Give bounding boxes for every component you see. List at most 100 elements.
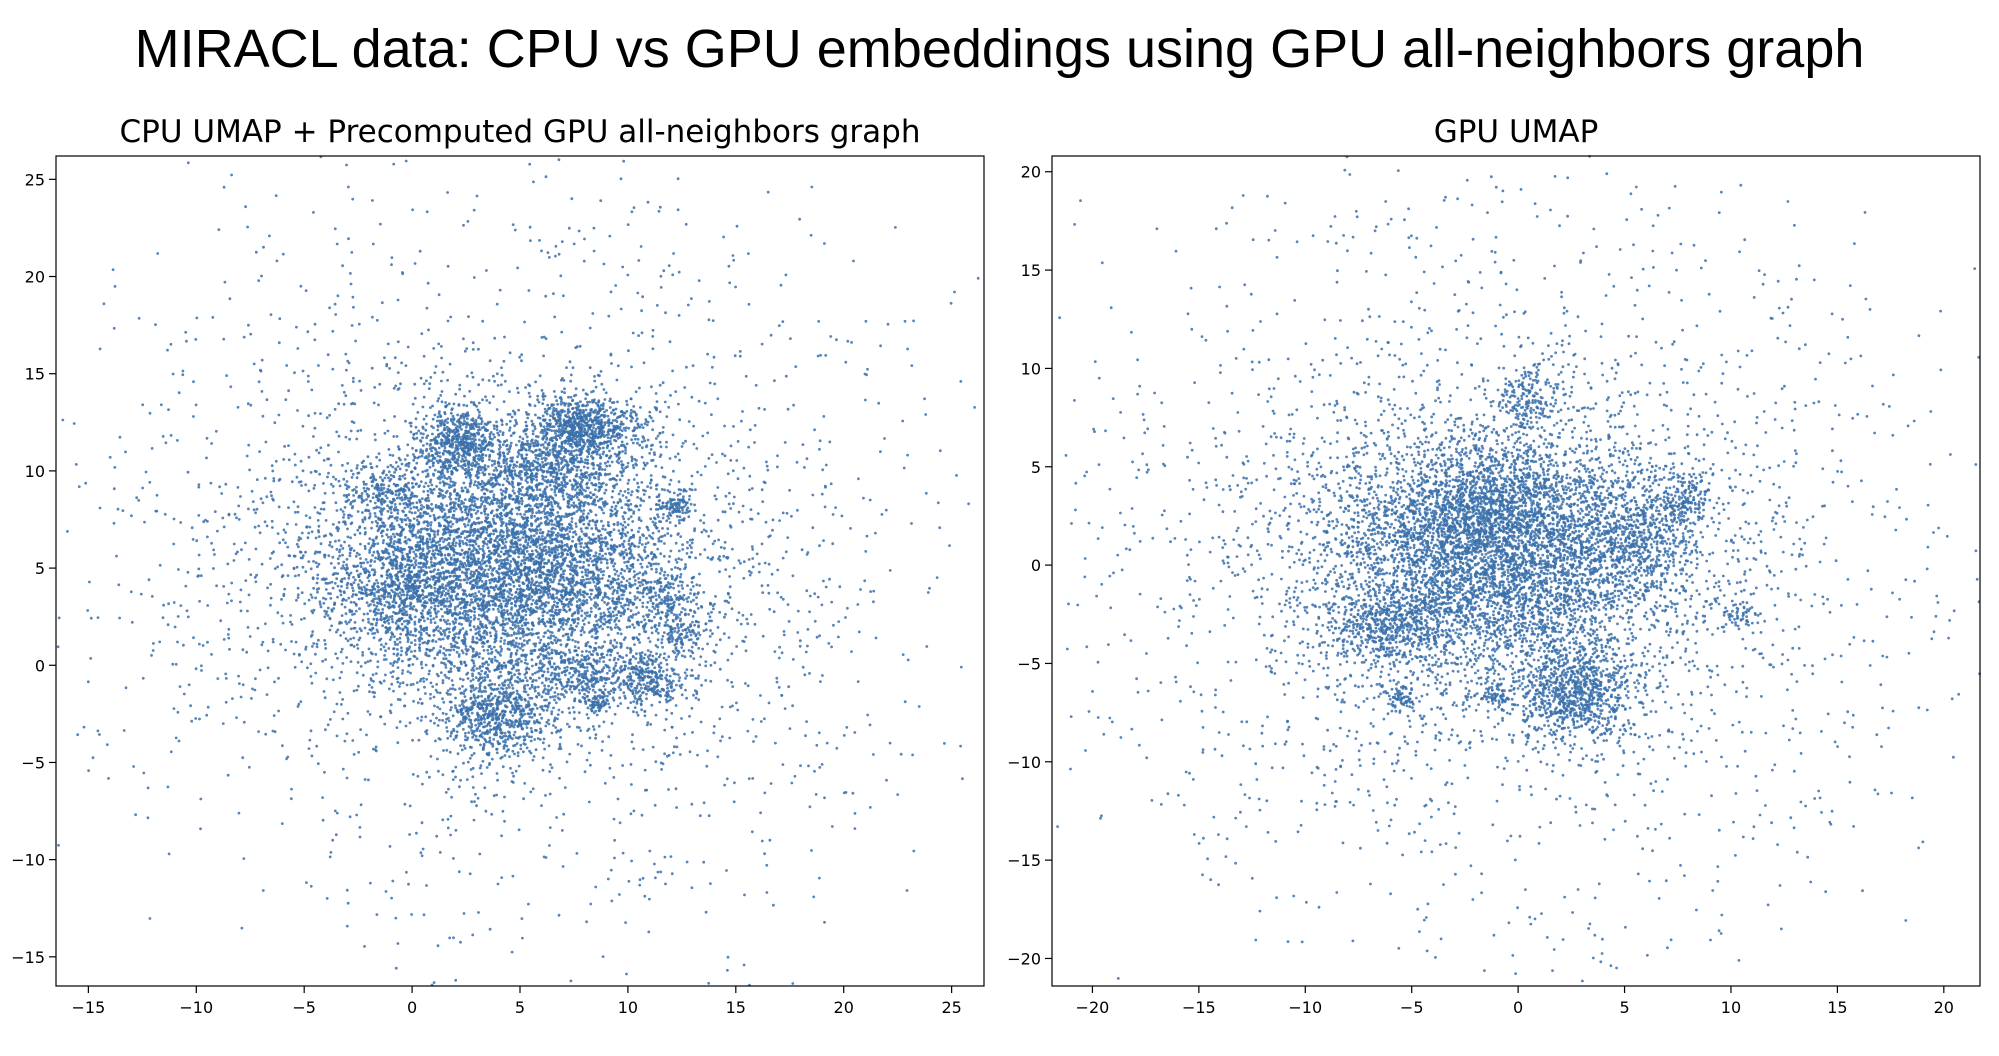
data-point	[760, 488, 764, 492]
data-point	[647, 636, 650, 640]
data-point	[529, 586, 532, 589]
data-point	[554, 395, 557, 399]
data-point	[432, 617, 436, 620]
data-point	[630, 616, 634, 619]
data-point	[467, 555, 471, 559]
data-point	[276, 611, 280, 615]
data-point	[241, 648, 245, 652]
data-point	[479, 637, 483, 641]
data-point	[600, 497, 604, 501]
data-point	[422, 490, 426, 493]
data-point	[343, 577, 346, 580]
data-point	[389, 535, 393, 539]
data-point	[498, 531, 502, 534]
data-point	[653, 517, 657, 521]
data-point	[536, 606, 540, 610]
data-point	[615, 641, 619, 645]
data-point	[345, 586, 349, 590]
data-point	[293, 452, 297, 456]
data-point	[424, 481, 428, 485]
data-point	[592, 596, 596, 600]
data-point	[474, 592, 477, 595]
data-point	[575, 595, 578, 599]
data-point	[404, 364, 408, 367]
data-point	[430, 540, 433, 544]
data-point	[333, 602, 336, 606]
data-point	[562, 578, 566, 582]
data-point	[372, 603, 376, 607]
data-point	[342, 516, 345, 519]
data-point	[514, 644, 518, 648]
data-point	[372, 573, 376, 577]
data-point	[416, 531, 420, 535]
data-point	[499, 670, 502, 674]
data-point	[592, 559, 596, 562]
data-point	[569, 551, 572, 554]
data-point	[485, 640, 489, 644]
data-point	[454, 544, 457, 548]
data-point	[582, 599, 585, 603]
data-point	[426, 540, 429, 544]
data-point	[648, 451, 652, 455]
data-point	[551, 566, 554, 570]
data-point	[435, 834, 439, 838]
data-point	[606, 566, 609, 570]
data-point	[638, 641, 642, 644]
data-point	[582, 512, 585, 516]
data-point	[480, 579, 484, 583]
data-point	[495, 501, 499, 505]
data-point	[638, 571, 642, 575]
data-point	[538, 581, 541, 585]
data-point	[510, 642, 514, 646]
data-point	[539, 599, 543, 603]
data-point	[454, 501, 457, 505]
data-point	[255, 478, 259, 481]
data-point	[688, 538, 692, 542]
data-point	[503, 632, 507, 636]
data-point	[470, 508, 473, 512]
data-point	[420, 507, 423, 511]
data-point	[506, 609, 509, 613]
data-point	[726, 472, 730, 476]
data-point	[591, 493, 595, 497]
data-point	[300, 484, 303, 487]
data-point	[220, 492, 224, 495]
data-point	[501, 546, 505, 550]
data-point	[628, 625, 632, 629]
data-point	[559, 608, 562, 612]
data-point	[417, 544, 420, 548]
data-point	[580, 602, 584, 605]
data-point	[506, 595, 510, 599]
data-point	[381, 529, 385, 533]
data-point	[518, 584, 521, 588]
data-point	[352, 645, 356, 648]
data-point	[667, 655, 671, 659]
data-point	[444, 628, 448, 632]
data-point	[482, 608, 486, 611]
data-point	[672, 469, 675, 473]
data-point	[535, 545, 539, 549]
data-point	[412, 517, 416, 520]
data-point	[652, 562, 655, 566]
data-point	[584, 570, 588, 574]
data-point	[636, 586, 639, 590]
data-point	[569, 572, 572, 576]
data-point	[581, 619, 585, 622]
data-point	[408, 555, 411, 559]
data-point	[476, 486, 480, 490]
data-point	[433, 564, 436, 568]
data-point	[571, 638, 575, 642]
data-point	[625, 579, 629, 583]
data-point	[595, 495, 599, 499]
data-point	[638, 541, 641, 545]
data-point	[327, 443, 330, 447]
data-point	[619, 632, 623, 636]
data-point	[599, 615, 603, 619]
data-point	[627, 491, 630, 495]
data-point	[420, 612, 424, 616]
data-point	[457, 586, 460, 590]
data-point	[594, 605, 598, 609]
data-point	[367, 570, 371, 574]
data-point	[603, 528, 607, 531]
data-point	[737, 559, 741, 562]
